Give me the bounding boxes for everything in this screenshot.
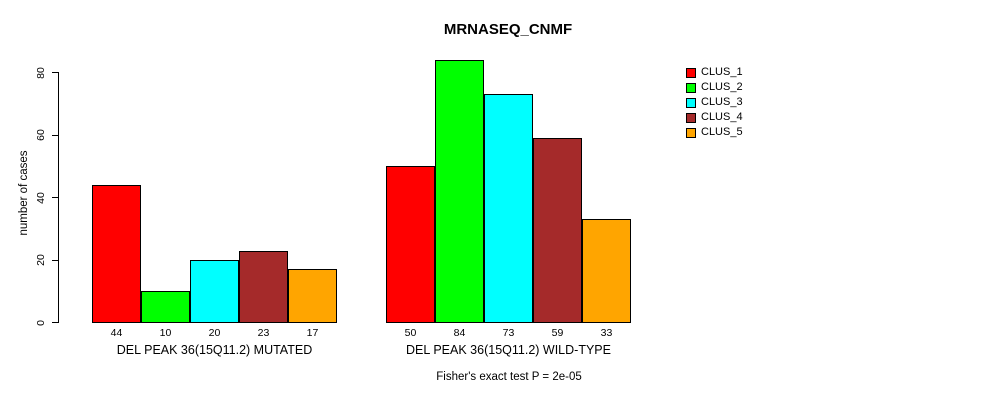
y-tick-80 — [52, 72, 59, 73]
bar-value-label: 84 — [453, 327, 466, 339]
bar-clus_3-group1 — [190, 260, 239, 323]
legend-label-clus_3: CLUS_3 — [701, 96, 743, 108]
y-tick-label-20: 20 — [35, 254, 47, 266]
y-tick-0 — [52, 322, 59, 323]
bar-clus_3-group2 — [484, 94, 533, 323]
group-label-2: DEL PEAK 36(15Q11.2) WILD-TYPE — [406, 343, 611, 357]
legend-row-clus_1: CLUS_1 — [686, 65, 743, 80]
legend-swatch-clus_4 — [686, 112, 696, 123]
legend-row-clus_5: CLUS_5 — [686, 125, 743, 140]
legend-row-clus_3: CLUS_3 — [686, 95, 743, 110]
y-tick-label-80: 80 — [35, 66, 47, 79]
legend-swatch-clus_1 — [686, 67, 696, 78]
y-tick-label-60: 60 — [35, 129, 47, 141]
bar-clus_5-group1 — [288, 269, 337, 323]
bar-clus_5-group2 — [582, 219, 631, 323]
bar-clus_2-group2 — [435, 60, 484, 323]
legend-label-clus_4: CLUS_4 — [701, 111, 743, 123]
bar-clus_1-group2 — [386, 166, 435, 323]
bar-value-label: 33 — [600, 327, 613, 339]
y-tick-label-0: 0 — [35, 319, 47, 326]
legend-label-clus_1: CLUS_1 — [701, 66, 743, 78]
bar-value-label: 17 — [306, 327, 319, 339]
legend-swatch-clus_2 — [686, 82, 696, 93]
bar-value-label: 73 — [502, 327, 515, 339]
chart-title: MRNASEQ_CNMF — [443, 21, 573, 38]
bar-value-label: 44 — [110, 327, 123, 339]
y-tick-40 — [52, 197, 59, 198]
y-tick-20 — [52, 259, 59, 261]
legend-row-clus_4: CLUS_4 — [686, 110, 743, 125]
bar-value-label: 59 — [551, 327, 564, 339]
bar-value-label: 20 — [208, 327, 221, 339]
bar-clus_4-group1 — [239, 250, 288, 323]
bar-value-label: 10 — [159, 327, 172, 339]
group-label-1: DEL PEAK 36(15Q11.2) MUTATED — [116, 343, 313, 357]
y-axis-label: number of cases — [18, 150, 30, 236]
bar-value-label: 50 — [404, 327, 417, 339]
legend-swatch-clus_5 — [686, 127, 696, 138]
y-tick-60 — [52, 134, 59, 136]
legend-label-clus_2: CLUS_2 — [701, 81, 743, 93]
bar-clus_1-group1 — [92, 185, 141, 323]
annotation-text: Fisher's exact test P = 2e-05 — [436, 371, 582, 383]
legend-row-clus_2: CLUS_2 — [686, 80, 743, 95]
legend-label-clus_5: CLUS_5 — [701, 126, 743, 138]
bar-clus_2-group1 — [141, 291, 190, 323]
legend: CLUS_1 CLUS_2 CLUS_3 CLUS_4 CLUS_5 — [686, 65, 743, 140]
bar-clus_4-group2 — [533, 138, 582, 323]
legend-swatch-clus_3 — [686, 97, 696, 108]
y-tick-label-40: 40 — [35, 191, 47, 204]
bar-value-label: 23 — [257, 327, 270, 339]
